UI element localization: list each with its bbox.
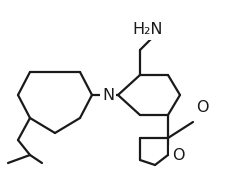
Text: O: O: [196, 100, 208, 114]
Text: O: O: [172, 148, 184, 163]
Text: H₂N: H₂N: [133, 22, 163, 38]
Text: N: N: [102, 88, 114, 103]
